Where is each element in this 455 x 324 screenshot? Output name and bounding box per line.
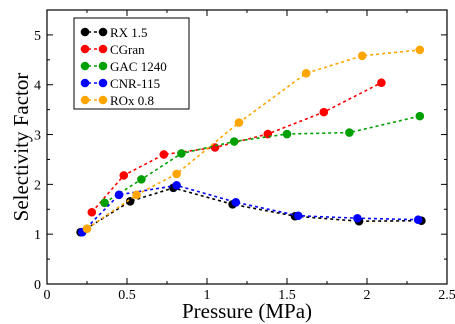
y-tick-label: 0: [34, 278, 41, 293]
point-gac-1240: [100, 198, 109, 208]
point-rox-0-8: [415, 45, 425, 55]
point-cnr-115: [413, 215, 423, 225]
series-line-cnr-115: [81, 184, 419, 233]
point-cgran: [159, 150, 169, 159]
point-rx-1-5: [125, 197, 135, 206]
legend-marker-rox-0-8: [98, 95, 108, 105]
y-tick-label: 2: [34, 178, 41, 193]
legend-box: [73, 17, 190, 110]
x-tick-label: 1: [204, 288, 211, 303]
point-cnr-115: [293, 211, 303, 221]
x-tick-label: 1.5: [278, 288, 296, 303]
point-cnr-115: [114, 190, 124, 200]
point-gac-1240: [415, 111, 425, 121]
legend-label-cgran: CGran: [110, 42, 145, 57]
point-gac-1240: [345, 128, 354, 137]
point-cnr-115: [172, 181, 181, 190]
x-tick-label: 0.5: [118, 288, 136, 303]
point-cgran: [377, 78, 386, 88]
legend-marker-cgran: [80, 44, 90, 54]
axis-ticks: 0 0.5 1 1.5 2 2.5 0 1 2 3 4 5: [34, 10, 455, 303]
legend-marker-cnr-115: [80, 78, 90, 88]
x-tick-label: 2: [364, 288, 371, 303]
x-tick-label: 2.5: [438, 288, 455, 303]
legend: RX 1.5 CGran GAC 1240 CNR-115 ROx 0.8: [73, 17, 190, 110]
x-axis-title: Pressure (MPa): [182, 299, 312, 323]
point-cnr-115: [231, 197, 241, 207]
point-rox-0-8: [357, 51, 367, 61]
point-gac-1240: [282, 129, 292, 139]
y-axis-title: Selectivity Factor: [9, 73, 33, 222]
legend-marker-gac-1240: [80, 61, 90, 71]
series-layer: [76, 45, 426, 237]
point-gac-1240: [229, 137, 239, 146]
legend-label-gac-1240: GAC 1240: [110, 59, 167, 74]
point-cgran: [119, 171, 129, 180]
legend-marker-rx-1-5: [80, 27, 90, 37]
point-cgran: [87, 207, 97, 217]
point-gac-1240: [177, 149, 186, 158]
point-rox-0-8: [301, 68, 311, 78]
legend-marker-rox-0-8: [80, 95, 90, 105]
y-tick-label: 5: [34, 29, 41, 44]
point-cnr-115: [353, 213, 362, 223]
legend-marker-rx-1-5: [98, 27, 108, 37]
legend-label-rx-1-5: RX 1.5: [110, 25, 148, 40]
legend-label-rox-0-8: ROx 0.8: [110, 93, 154, 108]
point-rox-0-8: [132, 190, 141, 200]
y-tick-label: 3: [34, 129, 41, 144]
point-rox-0-8: [82, 224, 92, 234]
point-rox-0-8: [172, 169, 181, 179]
point-cgran: [319, 107, 329, 117]
series-line-rx-1-5: [80, 187, 422, 233]
y-tick-label: 4: [34, 79, 41, 94]
legend-marker-cnr-115: [98, 78, 108, 88]
x-tick-label: 0: [44, 288, 51, 303]
legend-marker-gac-1240: [98, 61, 108, 71]
legend-marker-cgran: [98, 44, 108, 54]
point-rox-0-8: [234, 118, 244, 127]
legend-label-cnr-115: CNR-115: [110, 76, 160, 91]
y-tick-label: 1: [34, 228, 41, 243]
point-gac-1240: [137, 175, 146, 184]
